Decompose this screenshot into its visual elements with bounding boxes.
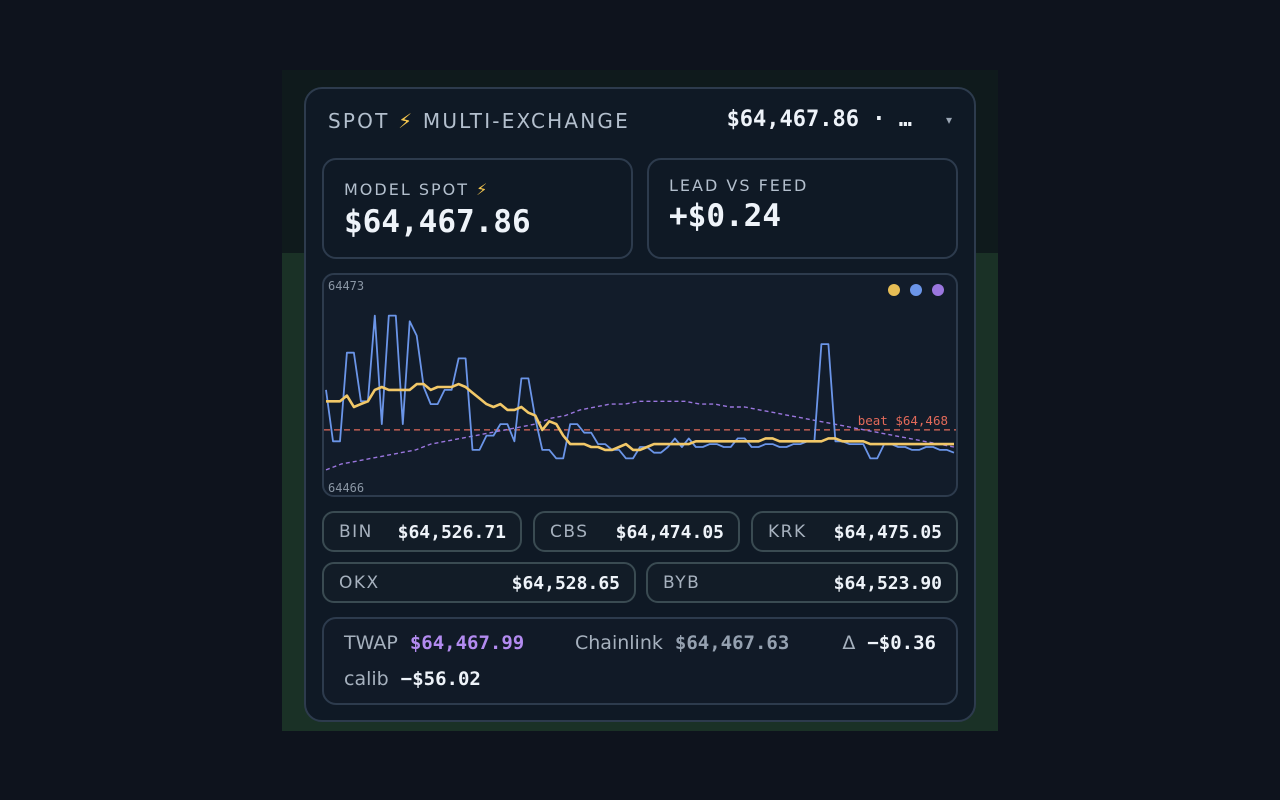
- legend-dot-twap: [932, 284, 944, 296]
- calib-value: −$56.02: [400, 668, 481, 690]
- calib-label: calib: [344, 668, 389, 690]
- reference-summary: TWAP $64,467.99 Chainlink $64,467.63 Δ −…: [322, 617, 958, 705]
- exchange-code: BYB: [663, 573, 701, 593]
- model-spot-value: $64,467.86: [344, 204, 531, 240]
- exchange-chip-okx[interactable]: OKX $64,528.65: [322, 562, 636, 603]
- beat-label: beat $64,468: [858, 413, 948, 428]
- price-chart: beat $64,468 64473 64466: [322, 273, 958, 497]
- exchange-price: $64,475.05: [833, 522, 942, 543]
- widget-title: SPOT ⚡ MULTI-EXCHANGE: [328, 109, 630, 133]
- price-chart-svg: beat $64,468 64473 64466: [324, 279, 956, 495]
- header-price-summary: $64,467.86 · …: [726, 107, 912, 132]
- exchange-chip-cbs[interactable]: CBS $64,474.05: [533, 511, 740, 552]
- lead-vs-feed-card: LEAD VS FEED +$0.24: [647, 158, 958, 259]
- delta-label: Δ: [842, 632, 856, 654]
- exchange-code: OKX: [339, 573, 380, 593]
- title-spot: SPOT: [328, 109, 390, 133]
- exchange-code: KRK: [768, 522, 807, 542]
- exchange-code: CBS: [550, 522, 589, 542]
- lightning-icon: ⚡: [476, 180, 490, 199]
- lead-vs-feed-value: +$0.24: [669, 198, 781, 234]
- chainlink-value: $64,467.63: [674, 632, 790, 654]
- delta-readout: Δ −$0.36: [842, 632, 936, 654]
- twap-value: $64,467.99: [409, 632, 525, 654]
- lead-vs-feed-label: LEAD VS FEED: [669, 176, 809, 195]
- chainlink-label: Chainlink: [575, 632, 663, 654]
- exchange-chip-krk[interactable]: KRK $64,475.05: [751, 511, 958, 552]
- twap-line: [325, 400, 955, 471]
- exchange-price: $64,523.90: [833, 573, 942, 594]
- y-max-label: 64473: [328, 279, 364, 293]
- legend-dot-feed: [910, 284, 922, 296]
- model-spot-label: MODEL SPOT ⚡: [344, 180, 490, 199]
- y-min-label: 64466: [328, 481, 364, 495]
- exchange-chip-byb[interactable]: BYB $64,523.90: [646, 562, 958, 603]
- exchange-price: $64,526.71: [397, 522, 506, 543]
- model-spot-card: MODEL SPOT ⚡ $64,467.86: [322, 158, 633, 259]
- series-layer: [325, 314, 955, 471]
- widget-header[interactable]: SPOT ⚡ MULTI-EXCHANGE $64,467.86 · … ▾: [328, 107, 956, 137]
- title-multi-exchange: MULTI-EXCHANGE: [422, 109, 630, 133]
- legend-dot-model: [888, 284, 900, 296]
- chainlink-readout: Chainlink $64,467.63: [575, 632, 789, 654]
- exchange-chip-bin[interactable]: BIN $64,526.71: [322, 511, 522, 552]
- exchange-code: BIN: [339, 522, 373, 542]
- feed-line: [325, 314, 955, 460]
- chevron-down-icon[interactable]: ▾: [945, 113, 952, 127]
- delta-value: −$0.36: [867, 632, 936, 654]
- twap-readout: TWAP $64,467.99: [344, 632, 524, 654]
- lightning-icon: ⚡: [398, 109, 415, 133]
- twap-label: TWAP: [344, 632, 398, 654]
- exchange-price: $64,474.05: [615, 522, 724, 543]
- calib-readout: calib −$56.02: [344, 668, 481, 690]
- exchange-price: $64,528.65: [511, 573, 620, 594]
- model-spot-line: [326, 382, 954, 452]
